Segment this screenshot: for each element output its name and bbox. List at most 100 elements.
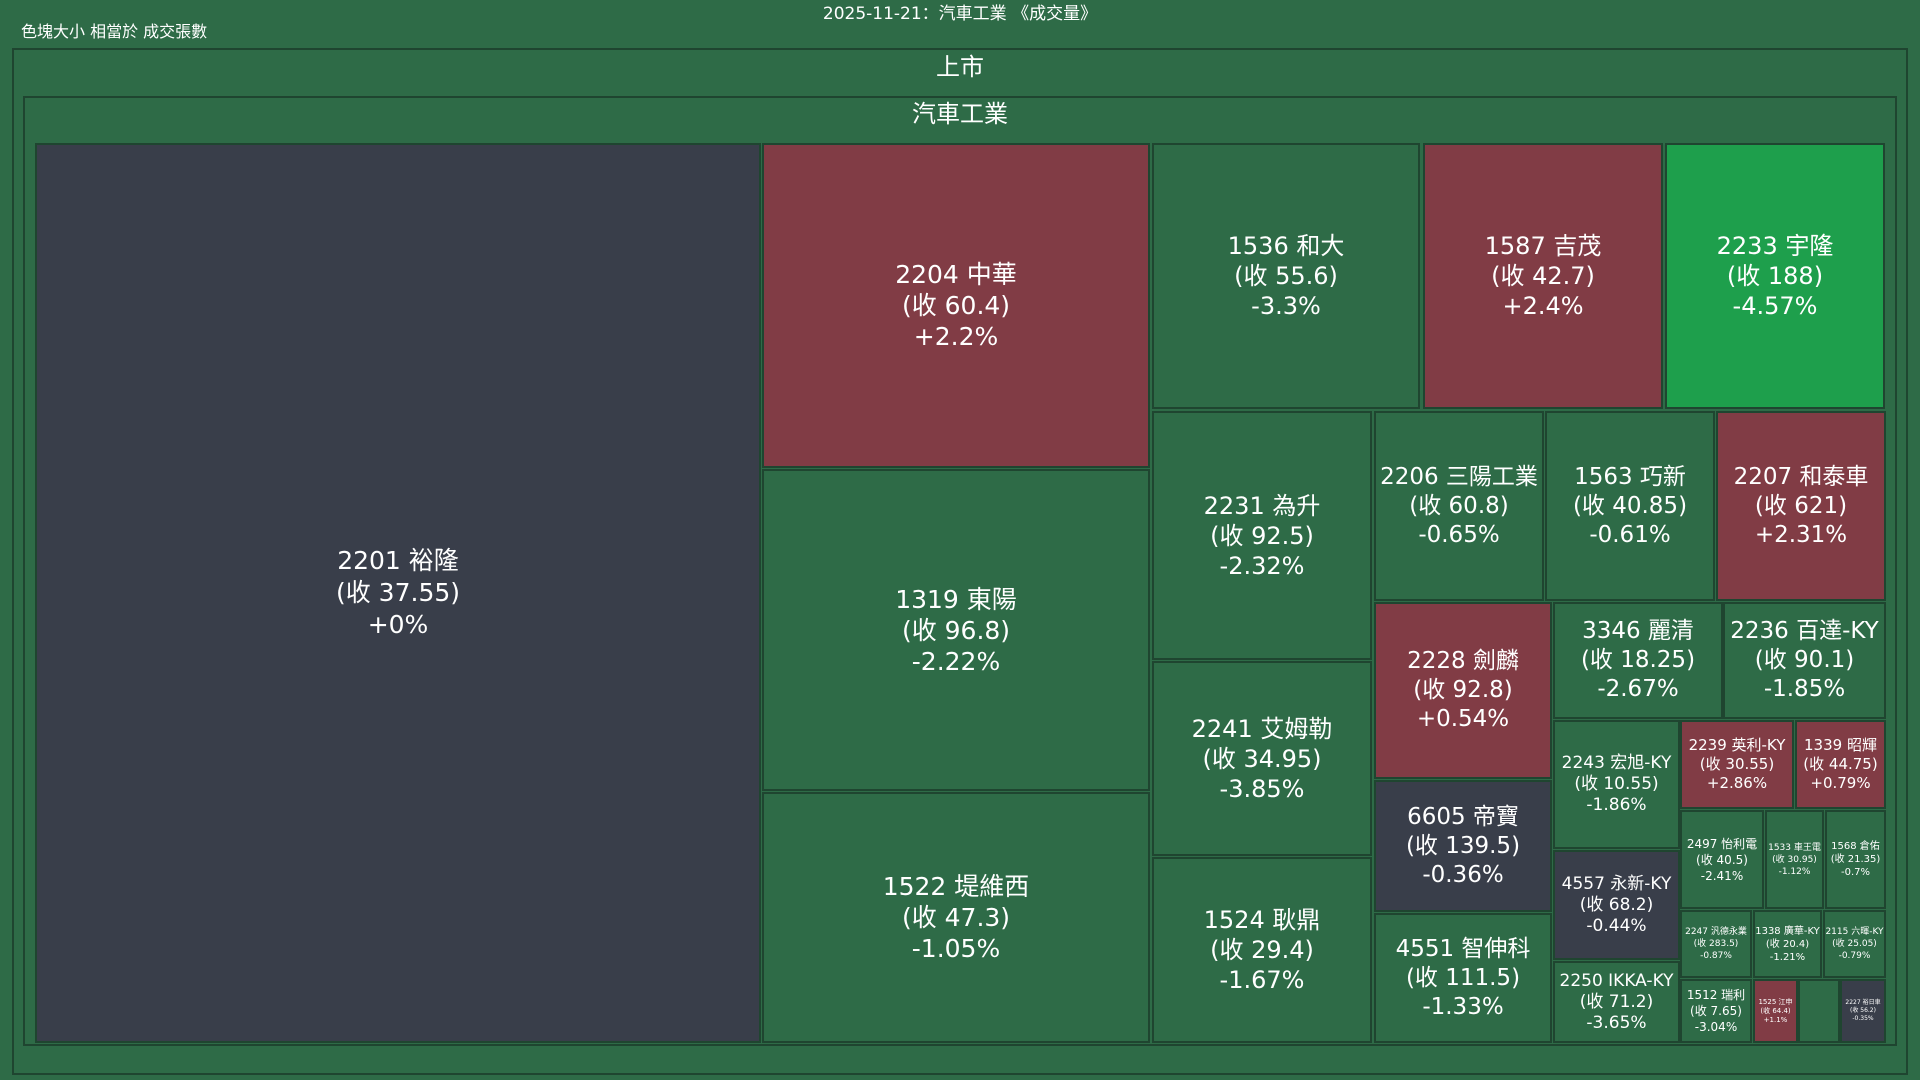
tile-change-percent: -3.65% [1586,1012,1647,1033]
treemap-tile: 2247 汎德永業 (收 283.5) -0.87% [1680,910,1752,978]
tile-change-percent: -2.32% [1219,551,1305,580]
treemap-tile: 1522 堤維西 (收 47.3) -1.05% [762,792,1150,1043]
treemap-tile: 2250 IKKA-KY (收 71.2) -3.65% [1553,961,1680,1043]
tile-close-price: (收 20.4) [1765,938,1810,950]
tile-name: 2241 艾姆勒 [1191,714,1333,743]
tile-close-price: (收 25.05) [1832,939,1877,949]
tile-name: 1512 瑞利 [1686,988,1746,1002]
tile-name: 1587 吉茂 [1484,232,1602,260]
treemap-tile: 1339 昭輝 (收 44.75) +0.79% [1795,720,1886,809]
treemap-tile: 1568 倉佑 (收 21.35) -0.7% [1825,810,1886,909]
tile-name: 1563 巧新 [1574,463,1686,490]
tile-close-price: (收 60.8) [1409,492,1509,519]
tile-change-percent: -1.86% [1586,795,1647,815]
tile-change-percent: -2.67% [1597,676,1679,702]
tile-close-price: (收 283.5) [1693,939,1739,949]
treemap-tile: 4557 永新-KY (收 68.2) -0.44% [1553,850,1680,960]
tile-change-percent: -0.65% [1418,521,1500,548]
tile-close-price: (收 30.95) [1772,854,1817,865]
tile-change-percent: -3.3% [1251,292,1321,320]
treemap-tile: 2204 中華 (收 60.4) +2.2% [762,143,1150,468]
tile-change-percent: +0.54% [1416,706,1510,732]
tile-name: 2207 和泰車 [1733,463,1869,490]
sector-group-label: 汽車工業 [912,100,1008,128]
tile-close-price: (收 30.55) [1699,755,1775,773]
tile-change-percent: +2.31% [1754,521,1848,548]
tile-close-price: (收 47.3) [901,903,1011,932]
treemap-tile: 3346 麗清 (收 18.25) -2.67% [1553,602,1723,719]
tile-change-percent: -1.05% [911,934,1001,963]
treemap-tile: 2497 怡利電 (收 40.5) -2.41% [1680,810,1764,909]
treemap-tile: 1587 吉茂 (收 42.7) +2.4% [1423,143,1663,409]
tile-name: 2206 三陽工業 [1380,463,1538,490]
tile-close-price: (收 34.95) [1202,744,1322,773]
tile-name: 2204 中華 [895,260,1017,289]
tile-close-price: (收 44.75) [1803,755,1878,773]
size-legend-note: 色塊大小 相當於 成交張數 [21,22,208,41]
treemap-tile: 2228 劍麟 (收 92.8) +0.54% [1374,602,1552,779]
tile-name: 1525 江申 [1758,997,1793,1006]
treemap-tile: 1533 車王電 (收 30.95) -1.12% [1765,810,1824,909]
tile-change-percent: -0.36% [1422,861,1504,888]
treemap-tile: 2227 裕日車 (收 56.2) -0.35% [1840,979,1886,1043]
tile-change-percent: -0.44% [1586,915,1647,936]
tile-change-percent: -1.67% [1219,966,1305,994]
tile-change-percent: -3.04% [1694,1020,1738,1034]
treemap-tile: 1512 瑞利 (收 7.65) -3.04% [1680,979,1752,1043]
tile-close-price: (收 90.1) [1754,647,1855,673]
tile-change-percent: -1.21% [1769,951,1806,963]
tile-name: 1319 東陽 [895,584,1017,614]
treemap-tile: 2233 宇隆 (收 188) -4.57% [1665,143,1885,409]
tile-close-price: (收 68.2) [1579,894,1654,915]
tile-name: 1339 昭輝 [1804,736,1877,754]
tile-change-percent: -1.12% [1778,866,1811,877]
treemap-tile [1798,979,1840,1043]
sector-group-frame [23,96,1897,1046]
tile-name: 1568 倉佑 [1831,841,1880,852]
tile-close-price: (收 29.4) [1210,936,1314,964]
tile-name: 2497 怡利電 [1686,836,1758,851]
treemap-tile: 2239 英利-KY (收 30.55) +2.86% [1680,720,1794,809]
tile-close-price: (收 111.5) [1405,964,1521,991]
treemap-tile: 2236 百達-KY (收 90.1) -1.85% [1723,602,1886,719]
tile-name: 2233 宇隆 [1716,232,1834,260]
tile-close-price: (收 188) [1726,262,1824,290]
tile-close-price: (收 60.4) [901,291,1011,320]
tile-close-price: (收 92.8) [1413,677,1513,703]
treemap-tile: 1524 耿鼎 (收 29.4) -1.67% [1152,857,1372,1043]
tile-change-percent: +0% [367,610,429,639]
tile-close-price: (收 55.6) [1234,262,1338,290]
tile-name: 1533 車王電 [1768,842,1821,853]
treemap-tile: 6605 帝寶 (收 139.5) -0.36% [1374,780,1552,912]
treemap-tile: 1338 廣華-KY (收 20.4) -1.21% [1753,910,1822,978]
treemap-tile: 2207 和泰車 (收 621) +2.31% [1716,411,1886,601]
tile-close-price: (收 96.8) [901,615,1011,645]
tile-close-price: (收 42.7) [1491,262,1595,290]
tile-name: 1338 廣華-KY [1755,925,1820,937]
tile-change-percent: +2.86% [1706,774,1768,792]
tile-close-price: (收 71.2) [1579,991,1654,1012]
tile-close-price: (收 37.55) [335,578,461,607]
tile-name: 4557 永新-KY [1561,873,1672,894]
treemap-tile: 4551 智伸科 (收 111.5) -1.33% [1374,913,1552,1043]
tile-change-percent: -2.22% [911,646,1001,676]
tile-change-percent: -0.7% [1840,867,1870,878]
tile-change-percent: -3.85% [1219,774,1305,803]
tile-close-price: (收 18.25) [1580,647,1696,673]
tile-close-price: (收 40.5) [1696,852,1748,867]
tile-name: 1536 和大 [1227,232,1345,260]
tile-close-price: (收 56.2) [1850,1007,1876,1014]
tile-change-percent: +2.4% [1502,292,1584,320]
tile-close-price: (收 21.35) [1830,854,1881,865]
treemap-tile: 2115 六暉-KY (收 25.05) -0.79% [1823,910,1886,978]
market-group-label: 上市 [936,53,984,81]
tile-name: 2239 英利-KY [1688,736,1786,754]
treemap-tile: 1319 東陽 (收 96.8) -2.22% [762,469,1150,791]
treemap-tile: 2241 艾姆勒 (收 34.95) -3.85% [1152,661,1372,856]
tile-change-percent: -0.61% [1589,521,1671,548]
tile-name: 2231 為升 [1203,491,1321,520]
tile-change-percent: -0.87% [1700,951,1732,961]
tile-name: 6605 帝寶 [1407,803,1519,830]
tile-name: 1522 堤維西 [882,872,1030,901]
